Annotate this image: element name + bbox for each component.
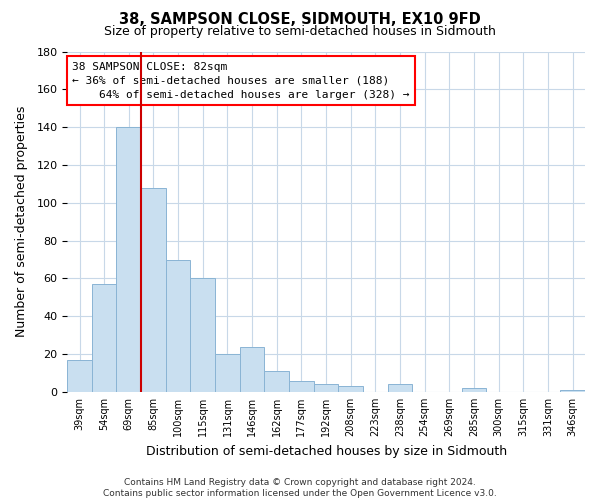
Y-axis label: Number of semi-detached properties: Number of semi-detached properties xyxy=(15,106,28,338)
Bar xyxy=(190,278,215,392)
Bar xyxy=(462,388,487,392)
Text: 38 SAMPSON CLOSE: 82sqm
← 36% of semi-detached houses are smaller (188)
    64% : 38 SAMPSON CLOSE: 82sqm ← 36% of semi-de… xyxy=(73,62,410,100)
Bar xyxy=(265,371,289,392)
Text: Contains HM Land Registry data © Crown copyright and database right 2024.
Contai: Contains HM Land Registry data © Crown c… xyxy=(103,478,497,498)
Bar xyxy=(314,384,338,392)
Bar xyxy=(560,390,585,392)
Text: Size of property relative to semi-detached houses in Sidmouth: Size of property relative to semi-detach… xyxy=(104,25,496,38)
Bar xyxy=(92,284,116,392)
Bar xyxy=(289,380,314,392)
Bar xyxy=(141,188,166,392)
Bar xyxy=(388,384,412,392)
Bar xyxy=(215,354,240,392)
Bar xyxy=(67,360,92,392)
Bar xyxy=(116,127,141,392)
X-axis label: Distribution of semi-detached houses by size in Sidmouth: Distribution of semi-detached houses by … xyxy=(146,444,506,458)
Bar xyxy=(338,386,363,392)
Text: 38, SAMPSON CLOSE, SIDMOUTH, EX10 9FD: 38, SAMPSON CLOSE, SIDMOUTH, EX10 9FD xyxy=(119,12,481,28)
Bar xyxy=(240,346,265,392)
Bar xyxy=(166,260,190,392)
